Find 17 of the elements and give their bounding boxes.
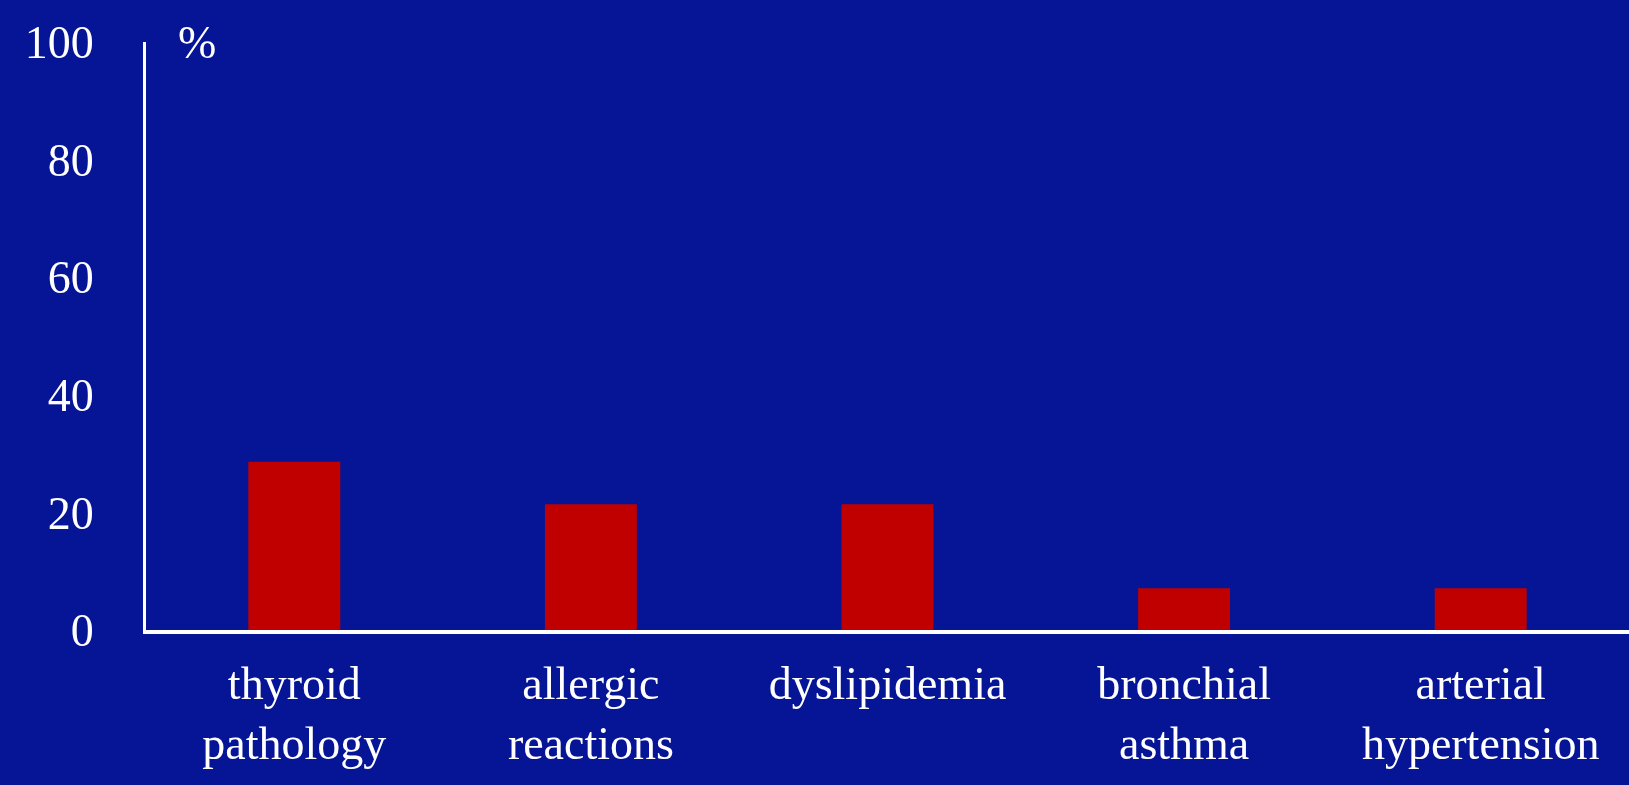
bar xyxy=(1434,588,1527,630)
bar xyxy=(544,504,637,630)
x-tick-label: allergic reactions xyxy=(507,658,674,769)
bar xyxy=(841,504,934,630)
x-tick-label: arterial hypertension xyxy=(1361,658,1600,769)
x-tick-label: dyslipidemia xyxy=(768,658,1007,710)
bar xyxy=(1138,588,1231,630)
x-tick-label: thyroid pathology xyxy=(202,658,387,769)
y-axis-title: % xyxy=(178,17,217,68)
y-tick-label: 0 xyxy=(70,605,94,657)
y-tick-label: 40 xyxy=(47,369,94,421)
y-tick-label: 20 xyxy=(47,487,94,539)
bar xyxy=(248,461,341,630)
y-tick-label: 100 xyxy=(24,17,94,69)
y-tick-label: 60 xyxy=(47,252,94,304)
x-tick-label: bronchial asthma xyxy=(1097,658,1271,769)
y-tick-label: 80 xyxy=(47,134,94,186)
